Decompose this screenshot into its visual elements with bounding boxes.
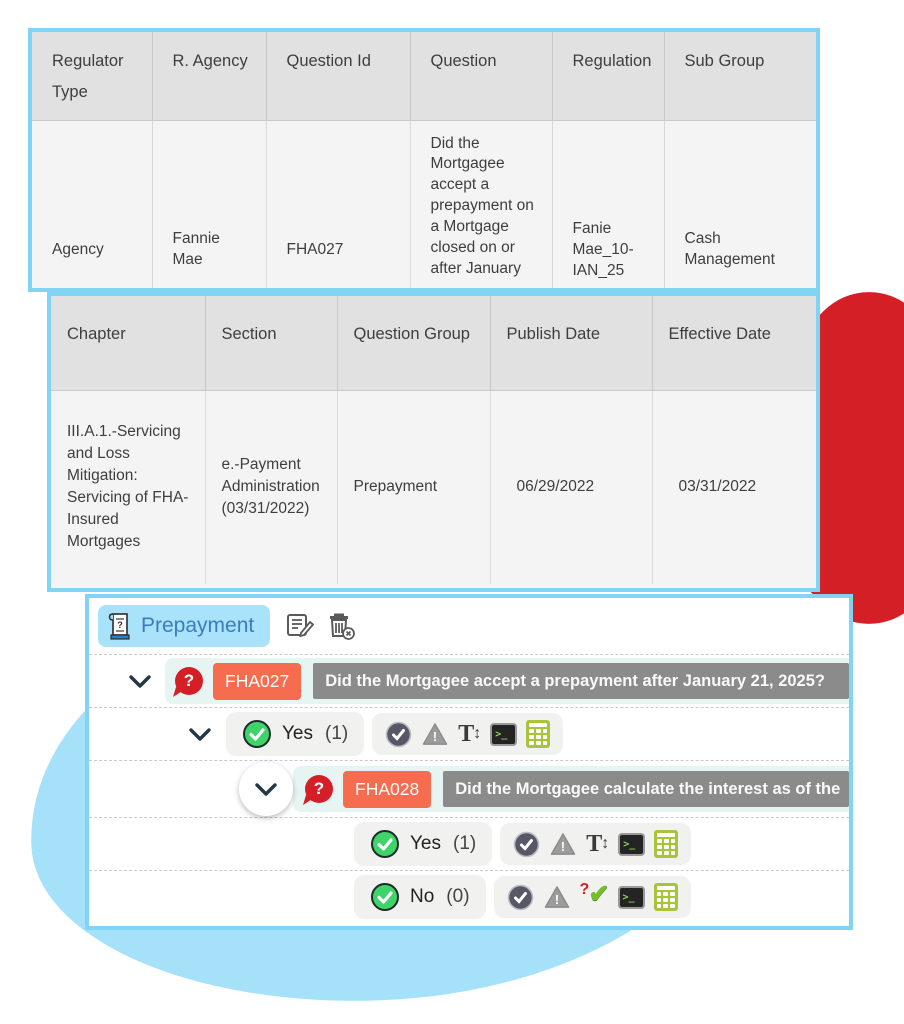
answer-count: (0) — [446, 886, 470, 907]
question-bubble-icon: ? — [303, 775, 333, 805]
divider — [89, 707, 849, 708]
chevron-down-icon[interactable] — [129, 674, 151, 688]
scroll-icon: ? — [108, 613, 130, 640]
terminal-icon[interactable]: >_ — [617, 885, 645, 909]
cell-r-agency: Fannie Mae — [152, 120, 267, 288]
cell-question: Did the Mortgagee accept a prepayment on… — [410, 120, 553, 288]
col-publish-date: Publish Date — [490, 296, 653, 391]
tree-header: ? Prepayment — [89, 598, 849, 654]
check-question-icon[interactable]: ? ✔ — [579, 879, 610, 908]
col-question-id: Question Id — [266, 32, 411, 121]
svg-text:!: ! — [554, 893, 558, 907]
svg-text:!: ! — [561, 840, 565, 854]
verified-check-icon[interactable] — [513, 831, 540, 858]
chevron-circle[interactable] — [239, 762, 293, 816]
terminal-icon[interactable]: >_ — [490, 722, 518, 746]
tree-row-fha028: ? FHA028 Did the Mortgagee calculate the… — [89, 761, 849, 817]
cell-regulator-type: Agency — [32, 120, 153, 288]
tree-row-fha028-yes: Yes (1) ! T ↕ >_ — [89, 818, 849, 870]
table-row: III.A.1.-Servicing and Loss Mitigation: … — [51, 390, 816, 584]
question-text-bar[interactable]: Did the Mortgagee accept a prepayment af… — [313, 663, 849, 699]
green-check-icon — [371, 830, 399, 858]
question-highlight: ? FHA027 Did the Mortgagee accept a prep… — [165, 658, 849, 704]
cell-regulation: Fanie Mae_10-IAN_25 — [552, 120, 665, 288]
divider — [89, 654, 849, 655]
answer-label: Yes — [282, 723, 313, 744]
green-check-icon — [371, 883, 399, 911]
question-group-pill[interactable]: ? Prepayment — [98, 605, 271, 647]
cell-section: e.-Payment Administration (03/31/2022) — [205, 390, 338, 584]
tree-row-fha027-yes: Yes (1) ! T ↕ >_ — [89, 708, 849, 760]
svg-text:?: ? — [117, 620, 123, 630]
question-id-badge[interactable]: FHA027 — [213, 662, 302, 700]
chapter-table-panel: Chapter Section Question Group Publish D… — [47, 292, 820, 592]
chevron-down-icon — [255, 782, 277, 796]
question-text-bar[interactable]: Did the Mortgagee calculate the interest… — [443, 771, 849, 807]
green-check-icon — [243, 720, 271, 748]
chevron-down-icon[interactable] — [189, 727, 211, 741]
col-sub-group: Sub Group — [664, 32, 816, 121]
cell-sub-group: Cash Management — [664, 120, 816, 288]
col-section: Section — [205, 296, 338, 391]
regulator-table-header-row: Regulator Type R. Agency Question Id Que… — [32, 32, 816, 121]
tree-row-fha027: ? FHA027 Did the Mortgagee accept a prep… — [89, 655, 849, 707]
tree-row-fha028-no: No (0) ! ? ✔ >_ — [89, 871, 849, 923]
col-regulation: Regulation — [552, 32, 665, 121]
warning-icon[interactable]: ! — [421, 722, 449, 747]
calculator-icon[interactable] — [653, 883, 678, 911]
col-question-group: Question Group — [337, 296, 491, 391]
divider — [89, 870, 849, 871]
col-effective-date: Effective Date — [652, 296, 816, 391]
cell-question-group: Prepayment — [337, 390, 491, 584]
question-highlight: ? FHA028 Did the Mortgagee calculate the… — [293, 766, 849, 812]
question-id-badge[interactable]: FHA028 — [343, 770, 432, 808]
text-resize-icon[interactable]: T ↕ — [586, 831, 610, 857]
answer-actions: ! ? ✔ >_ — [493, 876, 691, 918]
chapter-table: Chapter Section Question Group Publish D… — [51, 296, 816, 584]
chapter-table-header-row: Chapter Section Question Group Publish D… — [51, 296, 816, 391]
question-group-label: Prepayment — [141, 614, 255, 637]
calculator-icon[interactable] — [526, 720, 551, 748]
divider — [89, 817, 849, 818]
answer-actions: ! T ↕ >_ — [500, 823, 692, 865]
table-row: Agency Fannie Mae FHA027 Did the Mortgag… — [32, 120, 816, 288]
col-regulator-type: Regulator Type — [32, 32, 153, 121]
text-resize-icon[interactable]: T ↕ — [458, 721, 482, 747]
question-bubble-icon: ? — [173, 667, 203, 697]
verified-check-icon[interactable] — [385, 721, 412, 748]
verified-check-icon[interactable] — [507, 884, 534, 911]
answer-label: No — [410, 886, 435, 907]
svg-text:!: ! — [433, 730, 437, 744]
cell-chapter: III.A.1.-Servicing and Loss Mitigation: … — [51, 390, 206, 584]
cell-publish-date: 06/29/2022 — [490, 390, 653, 584]
col-chapter: Chapter — [51, 296, 206, 391]
warning-icon[interactable]: ! — [549, 832, 577, 857]
regulator-table: Regulator Type R. Agency Question Id Que… — [32, 32, 816, 288]
cell-question-id: FHA027 — [266, 120, 411, 288]
answer-pill-yes[interactable]: Yes (1) — [354, 822, 493, 866]
regulator-table-panel: Regulator Type R. Agency Question Id Que… — [28, 28, 820, 292]
cell-effective-date: 03/31/2022 — [652, 390, 816, 584]
edit-icon[interactable] — [286, 613, 315, 639]
answer-count: (1) — [453, 833, 477, 854]
divider — [89, 760, 849, 761]
delete-icon[interactable] — [326, 612, 356, 640]
answer-pill-no[interactable]: No (0) — [354, 875, 486, 919]
answer-label: Yes — [410, 833, 441, 854]
warning-icon[interactable]: ! — [543, 885, 571, 910]
answer-count: (1) — [325, 723, 349, 744]
calculator-icon[interactable] — [654, 830, 679, 858]
terminal-icon[interactable]: >_ — [618, 832, 646, 856]
col-question: Question — [410, 32, 553, 121]
col-r-agency: R. Agency — [152, 32, 267, 121]
answer-pill-yes[interactable]: Yes (1) — [226, 712, 365, 756]
question-tree-panel: ? Prepayment — [85, 594, 853, 930]
answer-actions: ! T ↕ >_ — [372, 713, 564, 755]
